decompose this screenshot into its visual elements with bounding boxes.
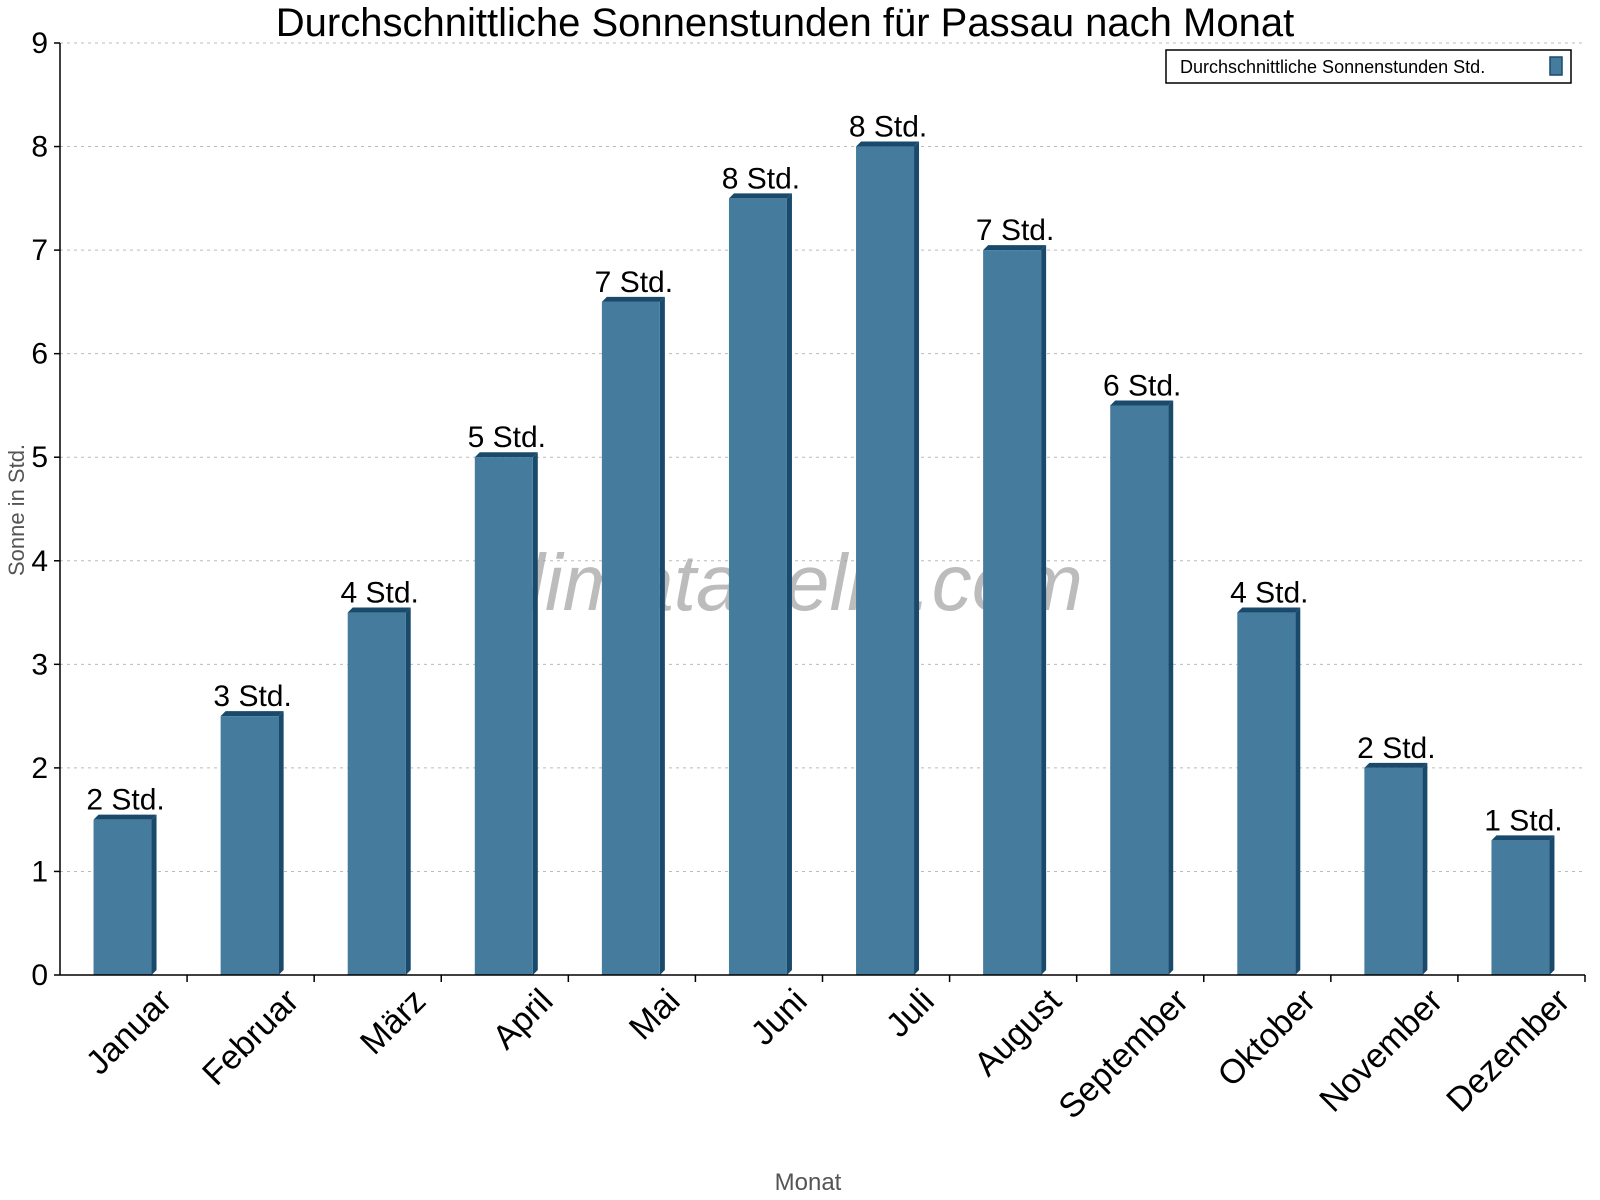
x-tick-label: April: [485, 982, 560, 1057]
y-tick-label: 5: [31, 441, 48, 474]
data-label: 3 Std.: [213, 680, 291, 713]
bar-top: [93, 814, 157, 820]
x-tick-label: Juli: [879, 982, 942, 1045]
chart-title: Durchschnittliche Sonnenstunden für Pass…: [276, 1, 1294, 45]
bar-top: [1237, 607, 1301, 613]
data-label: 8 Std.: [722, 162, 800, 195]
bar-top: [220, 711, 284, 717]
legend-label: Durchschnittliche Sonnenstunden Std.: [1180, 57, 1485, 77]
data-label: 7 Std.: [595, 266, 673, 299]
legend-swatch: [1549, 56, 1563, 76]
data-label: 2 Std.: [86, 784, 164, 817]
bar-side: [532, 452, 538, 975]
x-tick-label: Dezember: [1439, 982, 1577, 1120]
y-tick-label: 1: [31, 855, 48, 888]
bar-top: [347, 607, 411, 613]
bar: [93, 819, 152, 975]
bar-side: [1168, 400, 1174, 975]
bar-side: [1041, 245, 1047, 976]
bar-side: [151, 814, 157, 975]
bar-side: [405, 607, 411, 975]
x-tick-label: Februar: [195, 982, 306, 1093]
bar-top: [474, 452, 538, 458]
bar-side: [659, 296, 665, 975]
bar-side: [1422, 762, 1428, 975]
x-tick-label: November: [1312, 982, 1450, 1120]
y-tick-label: 6: [31, 338, 48, 371]
y-tick-label: 9: [31, 27, 48, 60]
data-label: 5 Std.: [468, 421, 546, 454]
y-tick-label: 4: [31, 545, 48, 578]
data-label: 4 Std.: [1230, 577, 1308, 610]
data-label: 1 Std.: [1484, 804, 1562, 837]
bar: [728, 198, 787, 976]
bar: [474, 457, 533, 975]
bar-top: [856, 141, 920, 147]
bar-top: [1491, 835, 1555, 841]
y-axis-label: Sonne in Std.: [4, 444, 29, 576]
x-tick-label: März: [353, 982, 433, 1062]
bar: [983, 250, 1042, 976]
bar-side: [278, 711, 284, 975]
x-tick-label: Januar: [79, 982, 179, 1082]
bar-top: [728, 193, 792, 199]
bar: [601, 301, 660, 975]
legend: Durchschnittliche Sonnenstunden Std.: [1165, 49, 1572, 84]
x-tick-label: Mai: [622, 982, 688, 1048]
y-tick-label: 8: [31, 131, 48, 164]
data-label: 7 Std.: [976, 214, 1054, 247]
x-tick-label: August: [967, 981, 1069, 1083]
bar-side: [1295, 607, 1301, 975]
y-tick-label: 3: [31, 648, 48, 681]
bar-side: [1549, 835, 1555, 975]
data-label: 6 Std.: [1103, 369, 1181, 402]
bar: [1364, 767, 1423, 975]
bar-side: [786, 193, 792, 976]
bar-top: [1110, 400, 1174, 406]
x-tick-label: Oktober: [1211, 982, 1323, 1094]
bar: [1237, 612, 1296, 975]
bar: [347, 612, 406, 975]
bar-top: [601, 296, 665, 302]
legend-box: [1165, 49, 1572, 84]
bar-side: [914, 141, 920, 976]
y-tick-label: 0: [31, 959, 48, 992]
bar-top: [983, 245, 1047, 251]
x-axis-label: Monat: [775, 1169, 842, 1196]
data-label: 4 Std.: [341, 577, 419, 610]
data-label: 2 Std.: [1357, 732, 1435, 765]
bars: 2 Std. 3 Std. 4 Std. 5 Std. 7 Std. 8 Std. 8 St…: [86, 111, 1563, 976]
bar: [1491, 840, 1550, 975]
x-tick-label: September: [1051, 982, 1195, 1126]
y-tick-label: 2: [31, 752, 48, 785]
y-tick-label: 7: [31, 234, 48, 267]
data-label: 8 Std.: [849, 111, 927, 144]
bar: [856, 146, 915, 976]
bar: [220, 716, 279, 975]
bar-top: [1364, 762, 1428, 768]
bar: [1110, 405, 1169, 975]
grid-lines: [60, 42, 1585, 872]
x-tick-label: Juni: [744, 982, 815, 1053]
